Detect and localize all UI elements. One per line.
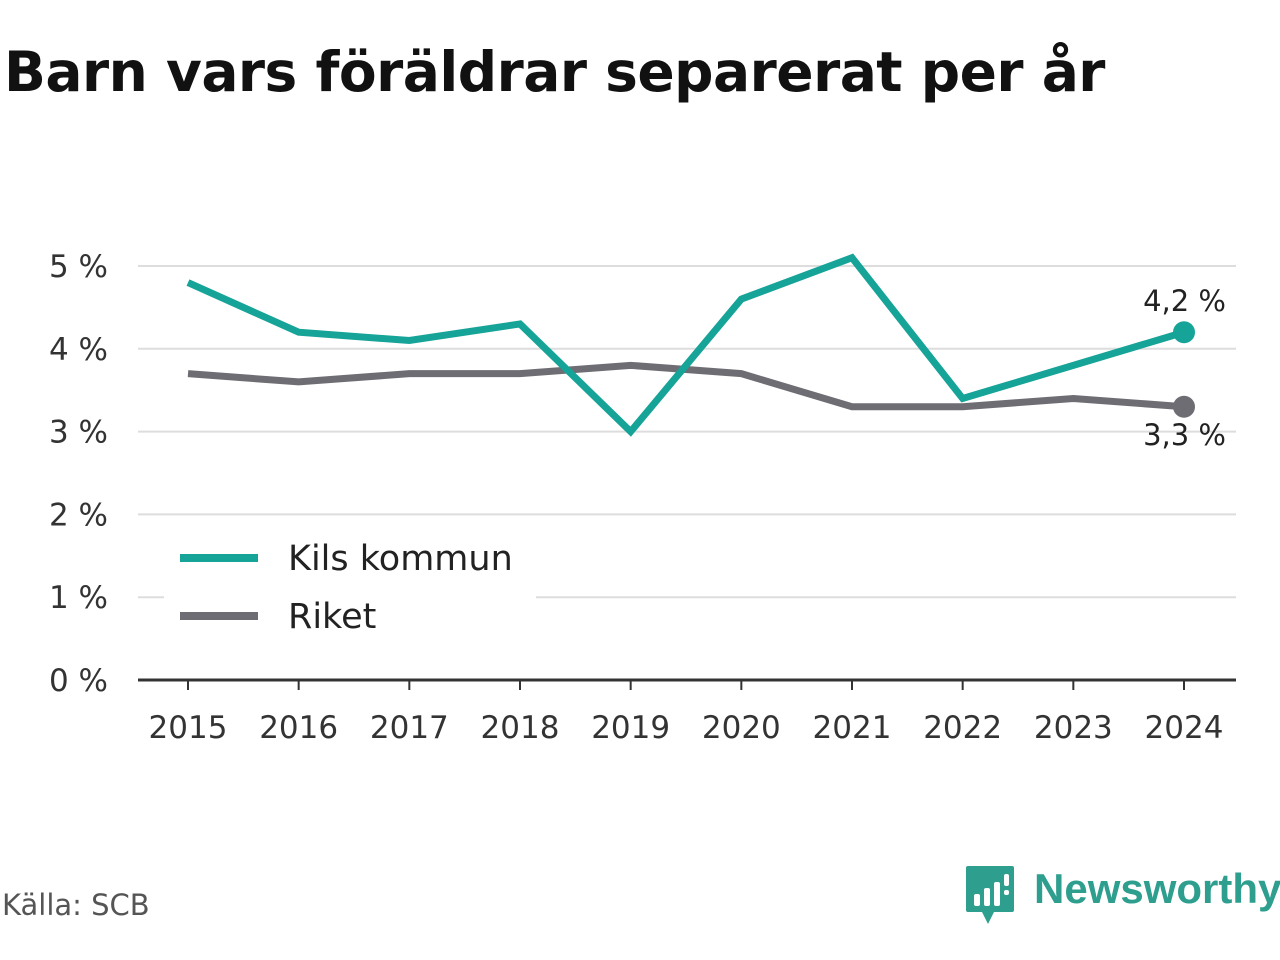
x-tick-label: 2017	[370, 710, 449, 746]
series-lines	[186, 253, 1195, 437]
y-tick-label: 2 %	[49, 497, 108, 533]
x-tick-label: 2021	[813, 710, 892, 746]
series-line	[187, 361, 1185, 411]
y-tick-label: 1 %	[49, 580, 108, 616]
y-axis-tick-labels: 0 % 1 % 2 % 3 % 4 % 5 %	[49, 249, 108, 699]
series-end-point	[1173, 395, 1195, 418]
series-line	[186, 253, 1186, 437]
legend-background	[164, 528, 536, 646]
x-tick-label: 2024	[1145, 710, 1224, 746]
y-tick-label: 0 %	[49, 663, 108, 699]
brand-name: Newsworthy	[1034, 865, 1280, 912]
newsworthy-logo-icon	[966, 866, 1014, 924]
legend: Kils kommun Riket	[164, 528, 536, 646]
x-tick-label: 2018	[481, 710, 560, 746]
x-tick-label: 2015	[149, 710, 228, 746]
chart-title: Barn vars föräldrar separerat per år	[4, 40, 1105, 104]
x-tick-label: 2016	[259, 710, 338, 746]
y-tick-label: 3 %	[49, 415, 108, 451]
x-tick-label: 2022	[923, 710, 1002, 746]
brand: Newsworthy	[964, 864, 1280, 928]
x-axis: 2015 2016 2017 2018 2019 2020 2021 2022 2023 2024	[138, 678, 1236, 746]
series-end-point	[1173, 321, 1195, 344]
legend-label: Riket	[288, 597, 376, 637]
x-tick-label: 2020	[702, 710, 781, 746]
source-note: Källa: SCB	[2, 888, 150, 922]
end-value-label: 3,3 %	[1143, 418, 1226, 452]
end-value-labels: 4,2 % 3,3 %	[1143, 284, 1226, 452]
legend-label: Kils kommun	[288, 539, 513, 579]
y-tick-label: 4 %	[49, 332, 108, 368]
x-tick-label: 2023	[1034, 710, 1113, 746]
x-tick-label: 2019	[591, 710, 670, 746]
end-value-label: 4,2 %	[1143, 284, 1226, 318]
y-tick-label: 5 %	[49, 249, 108, 285]
line-chart: 0 %1 %2 %3 %4 %5 % 2015 2016 2017 2018 2019 2…	[49, 249, 1236, 746]
